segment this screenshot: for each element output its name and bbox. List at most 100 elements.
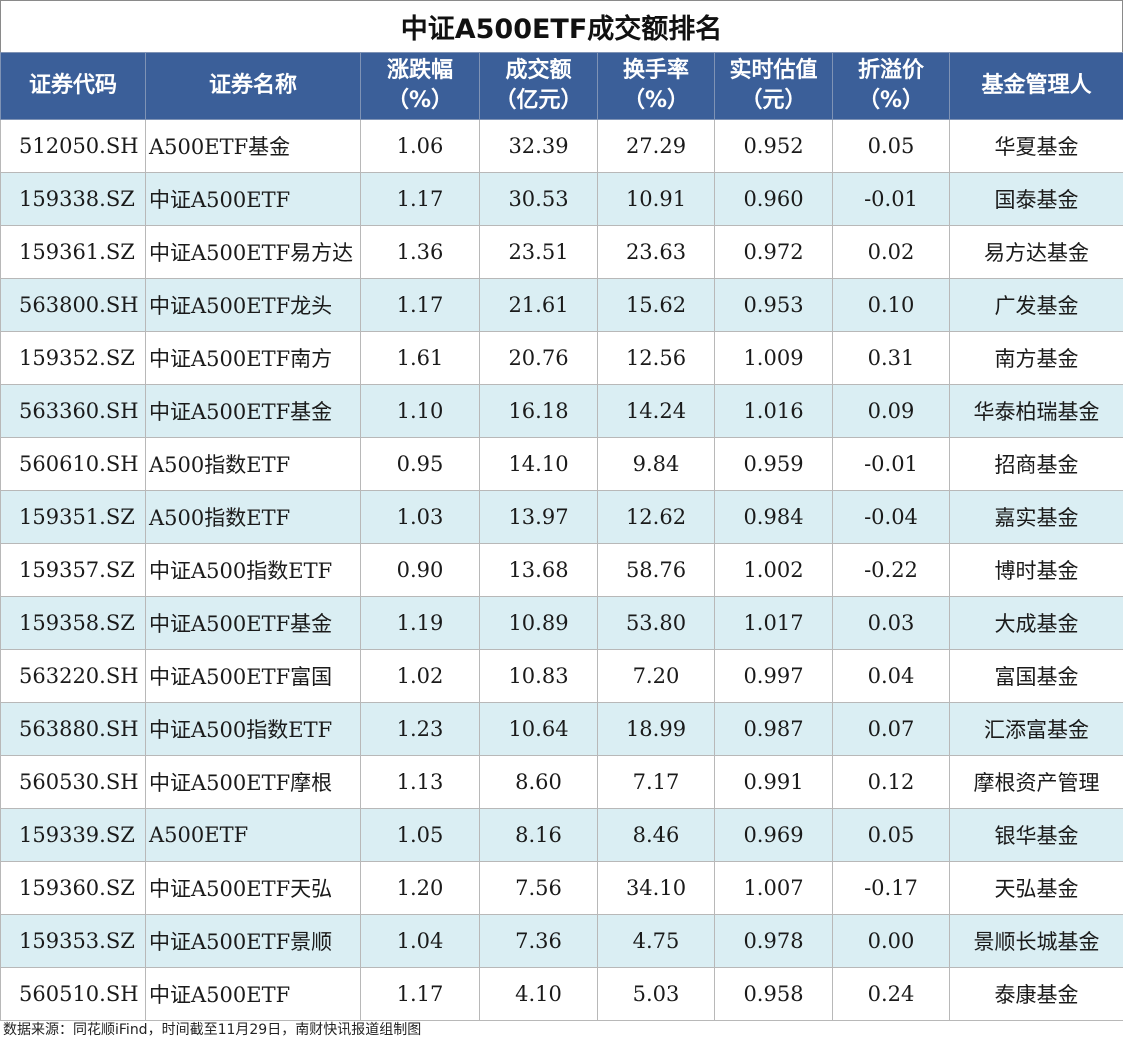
cell-premium: 0.05 bbox=[832, 119, 950, 173]
cell-nav: 0.969 bbox=[714, 808, 833, 862]
cell-name: 中证A500ETF景顺 bbox=[145, 914, 361, 968]
cell-code: 563360.SH bbox=[0, 384, 146, 438]
cell-turnover: 30.53 bbox=[479, 172, 598, 226]
cell-turnover: 16.18 bbox=[479, 384, 598, 438]
cell-nav: 0.952 bbox=[714, 119, 833, 173]
cell-manager: 富国基金 bbox=[949, 649, 1123, 703]
cell-turnover-rate: 14.24 bbox=[597, 384, 715, 438]
cell-premium: 0.07 bbox=[832, 702, 950, 756]
table-row: 159338.SZ 中证A500ETF 1.17 30.53 10.91 0.9… bbox=[0, 172, 1123, 226]
cell-code: 159358.SZ bbox=[0, 596, 146, 650]
cell-turnover: 10.89 bbox=[479, 596, 598, 650]
cell-manager: 南方基金 bbox=[949, 331, 1123, 385]
cell-premium: 0.04 bbox=[832, 649, 950, 703]
cell-code: 159339.SZ bbox=[0, 808, 146, 862]
cell-turnover-rate: 5.03 bbox=[597, 967, 715, 1021]
cell-turnover-rate: 9.84 bbox=[597, 437, 715, 491]
table-row: 159357.SZ 中证A500指数ETF 0.90 13.68 58.76 1… bbox=[0, 543, 1123, 597]
cell-turnover-rate: 12.56 bbox=[597, 331, 715, 385]
cell-turnover-rate: 15.62 bbox=[597, 278, 715, 332]
cell-turnover-rate: 8.46 bbox=[597, 808, 715, 862]
cell-name: 中证A500ETF南方 bbox=[145, 331, 361, 385]
cell-turnover-rate: 12.62 bbox=[597, 490, 715, 544]
cell-change: 1.13 bbox=[360, 755, 480, 809]
cell-nav: 0.960 bbox=[714, 172, 833, 226]
cell-name: A500指数ETF bbox=[145, 437, 361, 491]
cell-change: 1.10 bbox=[360, 384, 480, 438]
cell-change: 1.23 bbox=[360, 702, 480, 756]
cell-premium: 0.03 bbox=[832, 596, 950, 650]
cell-nav: 1.002 bbox=[714, 543, 833, 597]
cell-turnover-rate: 53.80 bbox=[597, 596, 715, 650]
cell-turnover-rate: 7.17 bbox=[597, 755, 715, 809]
cell-manager: 广发基金 bbox=[949, 278, 1123, 332]
cell-nav: 0.987 bbox=[714, 702, 833, 756]
header-turnover: 成交额 （亿元） bbox=[479, 52, 598, 120]
table-row: 563880.SH 中证A500指数ETF 1.23 10.64 18.99 0… bbox=[0, 702, 1123, 756]
cell-turnover-rate: 27.29 bbox=[597, 119, 715, 173]
header-code: 证券代码 bbox=[0, 52, 146, 120]
cell-manager: 银华基金 bbox=[949, 808, 1123, 862]
cell-name: 中证A500ETF富国 bbox=[145, 649, 361, 703]
table-row: 159353.SZ 中证A500ETF景顺 1.04 7.36 4.75 0.9… bbox=[0, 914, 1123, 968]
table-row: 159361.SZ 中证A500ETF易方达 1.36 23.51 23.63 … bbox=[0, 225, 1123, 279]
cell-change: 1.17 bbox=[360, 278, 480, 332]
cell-premium: 0.05 bbox=[832, 808, 950, 862]
cell-code: 159353.SZ bbox=[0, 914, 146, 968]
cell-premium: -0.01 bbox=[832, 172, 950, 226]
cell-code: 560530.SH bbox=[0, 755, 146, 809]
cell-name: A500ETF bbox=[145, 808, 361, 862]
header-name: 证券名称 bbox=[145, 52, 361, 120]
cell-change: 1.05 bbox=[360, 808, 480, 862]
cell-change: 1.17 bbox=[360, 967, 480, 1021]
table-row: 563800.SH 中证A500ETF龙头 1.17 21.61 15.62 0… bbox=[0, 278, 1123, 332]
table-row: 159339.SZ A500ETF 1.05 8.16 8.46 0.969 0… bbox=[0, 808, 1123, 862]
cell-code: 563800.SH bbox=[0, 278, 146, 332]
cell-nav: 0.953 bbox=[714, 278, 833, 332]
cell-manager: 博时基金 bbox=[949, 543, 1123, 597]
cell-code: 159338.SZ bbox=[0, 172, 146, 226]
cell-turnover: 10.64 bbox=[479, 702, 598, 756]
cell-manager: 大成基金 bbox=[949, 596, 1123, 650]
table-row: 159351.SZ A500指数ETF 1.03 13.97 12.62 0.9… bbox=[0, 490, 1123, 544]
cell-nav: 0.984 bbox=[714, 490, 833, 544]
table-row: 159352.SZ 中证A500ETF南方 1.61 20.76 12.56 1… bbox=[0, 331, 1123, 385]
cell-premium: 0.00 bbox=[832, 914, 950, 968]
cell-name: 中证A500ETF易方达 bbox=[145, 225, 361, 279]
cell-name: 中证A500ETF龙头 bbox=[145, 278, 361, 332]
cell-premium: 0.02 bbox=[832, 225, 950, 279]
cell-turnover: 8.16 bbox=[479, 808, 598, 862]
cell-manager: 摩根资产管理 bbox=[949, 755, 1123, 809]
cell-nav: 1.009 bbox=[714, 331, 833, 385]
table-row: 563220.SH 中证A500ETF富国 1.02 10.83 7.20 0.… bbox=[0, 649, 1123, 703]
cell-manager: 华泰柏瑞基金 bbox=[949, 384, 1123, 438]
cell-manager: 汇添富基金 bbox=[949, 702, 1123, 756]
cell-name: A500ETF基金 bbox=[145, 119, 361, 173]
header-manager: 基金管理人 bbox=[949, 52, 1123, 120]
cell-turnover: 13.68 bbox=[479, 543, 598, 597]
cell-change: 1.17 bbox=[360, 172, 480, 226]
cell-turnover: 4.10 bbox=[479, 967, 598, 1021]
cell-manager: 泰康基金 bbox=[949, 967, 1123, 1021]
cell-change: 1.19 bbox=[360, 596, 480, 650]
cell-nav: 0.991 bbox=[714, 755, 833, 809]
cell-code: 560610.SH bbox=[0, 437, 146, 491]
data-source-note: 数据来源：同花顺iFind，时间截至11月29日，南财快讯报道组制图 bbox=[3, 1022, 422, 1038]
cell-change: 0.95 bbox=[360, 437, 480, 491]
cell-premium: -0.01 bbox=[832, 437, 950, 491]
cell-change: 0.90 bbox=[360, 543, 480, 597]
header-row: 证券代码 证券名称 涨跌幅 （%） 成交额 （亿元） 换手率 （%） 实时估值 （元） … bbox=[0, 52, 1123, 120]
cell-nav: 1.017 bbox=[714, 596, 833, 650]
cell-manager: 嘉实基金 bbox=[949, 490, 1123, 544]
cell-name: 中证A500ETF基金 bbox=[145, 384, 361, 438]
cell-turnover-rate: 23.63 bbox=[597, 225, 715, 279]
cell-manager: 国泰基金 bbox=[949, 172, 1123, 226]
cell-turnover: 8.60 bbox=[479, 755, 598, 809]
cell-name: 中证A500ETF基金 bbox=[145, 596, 361, 650]
cell-turnover: 32.39 bbox=[479, 119, 598, 173]
cell-nav: 1.007 bbox=[714, 861, 833, 915]
cell-code: 159361.SZ bbox=[0, 225, 146, 279]
table-title: 中证A500ETF成交额排名 bbox=[0, 0, 1123, 52]
cell-turnover-rate: 18.99 bbox=[597, 702, 715, 756]
cell-code: 159357.SZ bbox=[0, 543, 146, 597]
